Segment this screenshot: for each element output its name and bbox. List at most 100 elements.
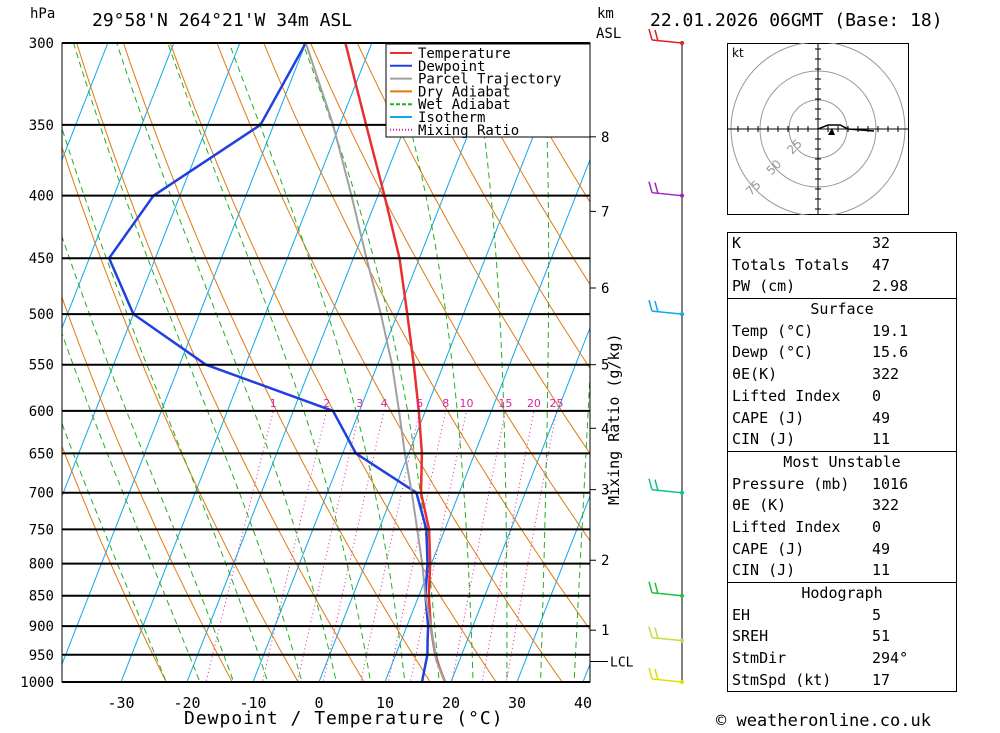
index-row: CIN (J) 11 xyxy=(728,560,956,582)
km-tick-label: 7 xyxy=(601,204,609,220)
index-row: Pressure (mb) 1016 xyxy=(728,474,956,496)
wind-barb-flag xyxy=(648,626,653,638)
index-row: Temp (°C) 19.1 xyxy=(728,321,956,343)
isotherm-line xyxy=(516,494,590,682)
index-label: Dewp (°C) xyxy=(732,343,814,362)
mixing-ratio-line xyxy=(481,410,535,682)
mixing-ratio-line xyxy=(261,410,328,682)
pressure-tick-label: 950 xyxy=(29,648,54,664)
index-row: CAPE (J) 49 xyxy=(728,539,956,561)
temp-tick-label: 40 xyxy=(574,694,592,712)
wind-barb-flag xyxy=(654,29,659,42)
index-label: CAPE (J) xyxy=(732,539,805,558)
dry-adiabat-line xyxy=(62,145,299,682)
km-tick-label: 1 xyxy=(601,623,609,639)
section-title: Most Unstable xyxy=(728,450,956,474)
mixing-ratio-line xyxy=(205,410,274,682)
dry-adiabat-line xyxy=(76,43,365,682)
index-label: Lifted Index xyxy=(732,517,841,536)
index-value: 1016 xyxy=(872,474,909,493)
pressure-tick-label: 400 xyxy=(29,189,54,205)
mixing-ratio-line xyxy=(322,410,385,682)
index-value: 15.6 xyxy=(872,343,909,362)
pressure-tick-label: 850 xyxy=(29,589,54,605)
temp-tick-label: -30 xyxy=(107,694,134,712)
wind-barb-flag xyxy=(648,28,653,41)
mixing-ratio-label: 1 xyxy=(270,397,277,410)
wet-adiabat-line xyxy=(116,43,337,682)
wind-barb-shaft xyxy=(651,488,683,494)
legend-label: Dewpoint xyxy=(418,59,485,75)
index-row: Totals Totals 47 xyxy=(728,255,956,277)
wind-barb-flag xyxy=(654,668,659,681)
index-label: CAPE (J) xyxy=(732,408,805,427)
index-label: StmSpd (kt) xyxy=(732,670,832,689)
index-value: 0 xyxy=(872,517,882,536)
wet-adiabat-line xyxy=(470,43,508,682)
height-unit-asl: ASL xyxy=(596,26,622,42)
credit-link[interactable]: © weatheronline.co.uk xyxy=(716,711,931,731)
wet-adiabat-line xyxy=(540,43,550,682)
index-row: θE (K) 322 xyxy=(728,495,956,517)
pressure-tick-label: 900 xyxy=(29,619,54,635)
hodograph-trace xyxy=(817,124,875,132)
index-value: 322 xyxy=(872,365,900,384)
height-unit-km: km xyxy=(597,6,614,22)
index-row: EH 5 xyxy=(728,605,956,627)
legend-label: Temperature xyxy=(418,46,511,62)
index-value: 32 xyxy=(872,234,891,252)
km-tick-label: 4 xyxy=(601,421,609,437)
index-row: θE(K) 322 xyxy=(728,364,956,386)
km-tick-label: 3 xyxy=(601,483,609,499)
km-tick-label: 2 xyxy=(601,553,609,569)
legend-label: Dry Adiabat xyxy=(418,84,511,100)
mixing-ratio-label: 2 xyxy=(323,397,330,410)
section-title: Surface xyxy=(728,298,956,321)
dry-adiabat-line xyxy=(263,43,590,631)
wind-barb-flag xyxy=(648,478,653,490)
wet-adiabat-line xyxy=(573,364,590,682)
wind-barb-flag xyxy=(648,667,653,680)
pressure-tick-label: 700 xyxy=(29,486,54,502)
index-row: CIN (J) 11 xyxy=(728,429,956,451)
mixing-ratio-line xyxy=(387,410,447,682)
dry-adiabat-line xyxy=(62,296,233,682)
km-tick-label: 5 xyxy=(601,358,609,374)
pressure-unit: hPa xyxy=(30,6,56,22)
indices-table: K 32 Totals Totals 47 PW (cm) 2.98 Surface … xyxy=(727,232,957,693)
wind-barb-flag xyxy=(648,581,653,593)
dry-adiabat-line xyxy=(403,43,590,370)
wind-barb-shaft xyxy=(651,678,683,683)
dry-adiabat-line xyxy=(122,43,431,682)
wind-barb-flag xyxy=(654,182,659,194)
dry-adiabat-line xyxy=(62,445,167,682)
isotherm-line xyxy=(62,43,109,162)
wind-barb-shaft xyxy=(651,591,683,597)
mixing-ratio-label: 20 xyxy=(527,397,541,410)
legend-label: Parcel Trajectory xyxy=(418,72,561,88)
wind-barb-flag xyxy=(654,582,659,594)
station-title: 29°58'N 264°21'W 34m ASL xyxy=(92,10,353,31)
index-row: Dewp (°C) 15.6 xyxy=(728,342,956,364)
mixing-ratio-label: 15 xyxy=(498,397,512,410)
pressure-tick-label: 1000 xyxy=(20,675,54,691)
plot-border xyxy=(61,42,591,683)
wind-barb-flag xyxy=(648,181,653,193)
index-value: 0 xyxy=(872,386,882,405)
temp-tick-label: -20 xyxy=(173,694,200,712)
index-label: θE(K) xyxy=(732,365,778,384)
mixing-ratio-line xyxy=(451,410,506,682)
mixing-ratio-label: 8 xyxy=(442,397,449,410)
legend-label: Wet Adiabat xyxy=(418,97,511,113)
temp-tick-label: 20 xyxy=(442,694,460,712)
wet-adiabat-line xyxy=(228,43,406,682)
index-value: 11 xyxy=(872,430,891,449)
isotherm-line xyxy=(62,43,241,498)
index-row: PW (cm) 2.98 xyxy=(728,276,956,298)
wet-adiabat-line xyxy=(167,43,372,682)
wind-barb-flag xyxy=(648,299,653,312)
mixing-ratio-label: 3 xyxy=(356,397,363,410)
index-label: Totals Totals xyxy=(732,255,850,274)
